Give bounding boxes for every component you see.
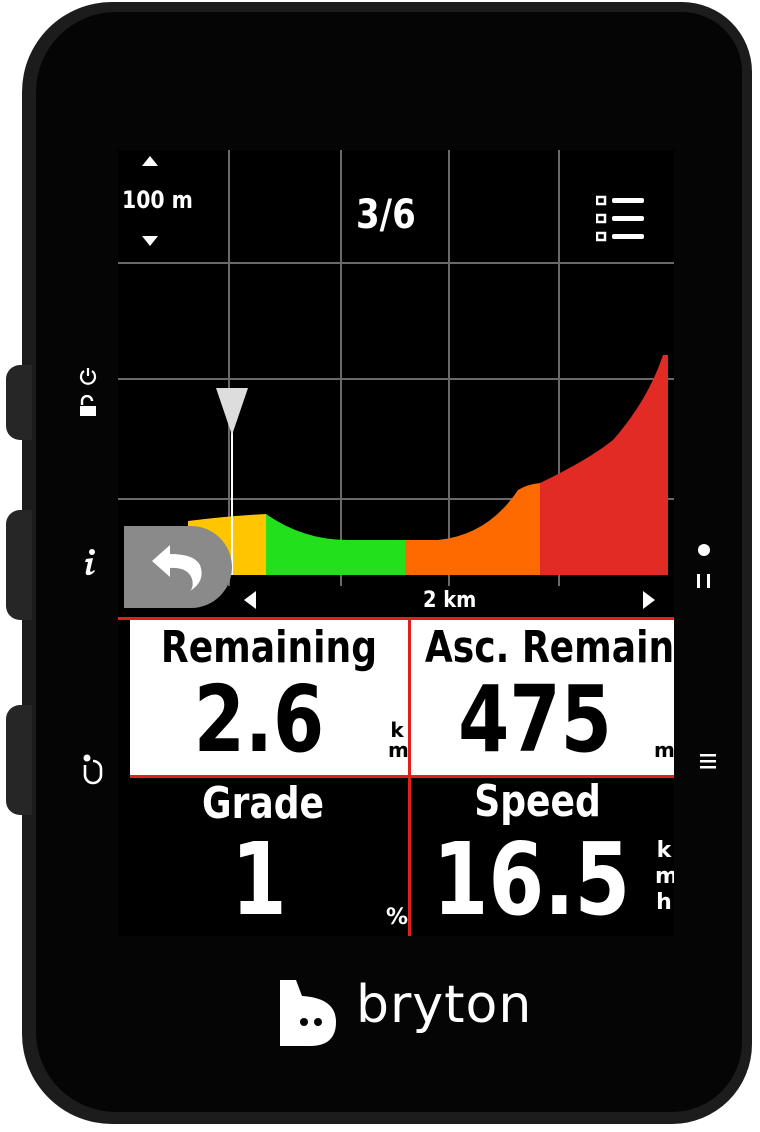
- field-unit: %: [386, 905, 408, 930]
- field-label: Grade: [201, 778, 325, 829]
- bryton-logo-icon: [280, 980, 336, 1046]
- power-lock-button[interactable]: [6, 365, 32, 440]
- field-value: 2.6: [193, 666, 325, 773]
- divider: [130, 775, 674, 778]
- field-unit: m: [654, 738, 674, 762]
- back-arrow-icon: [152, 545, 202, 591]
- divider: [118, 617, 674, 620]
- profile-segment-orange: [405, 483, 540, 575]
- start-pause-icon: [694, 540, 714, 594]
- unlock-icon: [79, 394, 97, 421]
- profile-segment-green: [266, 514, 405, 575]
- menu-icon: [700, 752, 718, 774]
- brand-name: bryton: [356, 975, 533, 1035]
- field-grade[interactable]: Grade 1 %: [130, 778, 408, 936]
- zoom-out-arrow[interactable]: [142, 235, 158, 247]
- field-label: Speed: [474, 778, 601, 827]
- field-value: 475: [458, 666, 612, 773]
- power-icon: [78, 366, 98, 390]
- info-icon: [82, 548, 98, 580]
- list-menu-icon[interactable]: [596, 195, 646, 245]
- zoom-in-arrow[interactable]: [142, 155, 158, 167]
- field-value: 16.5: [432, 821, 631, 936]
- field-value: 1: [231, 821, 287, 936]
- pan-left-arrow[interactable]: [243, 590, 257, 610]
- field-label: Asc. Remain.: [424, 622, 674, 673]
- field-label: Remaining: [160, 622, 378, 673]
- info-button[interactable]: [6, 510, 32, 620]
- distance-scale: 2 km: [423, 588, 477, 613]
- page-indicator: 3/6: [356, 192, 416, 238]
- field-ascent-remaining[interactable]: Asc. Remain. 475 m: [411, 620, 674, 775]
- lap-icon: [80, 753, 106, 789]
- position-marker-icon: [216, 388, 248, 435]
- divider: [408, 620, 411, 936]
- zoom-scale: 100 m: [122, 186, 193, 214]
- profile-segment-red: [540, 355, 668, 575]
- back-button[interactable]: [124, 526, 232, 608]
- lap-button[interactable]: [6, 705, 32, 815]
- pan-right-arrow[interactable]: [642, 590, 656, 610]
